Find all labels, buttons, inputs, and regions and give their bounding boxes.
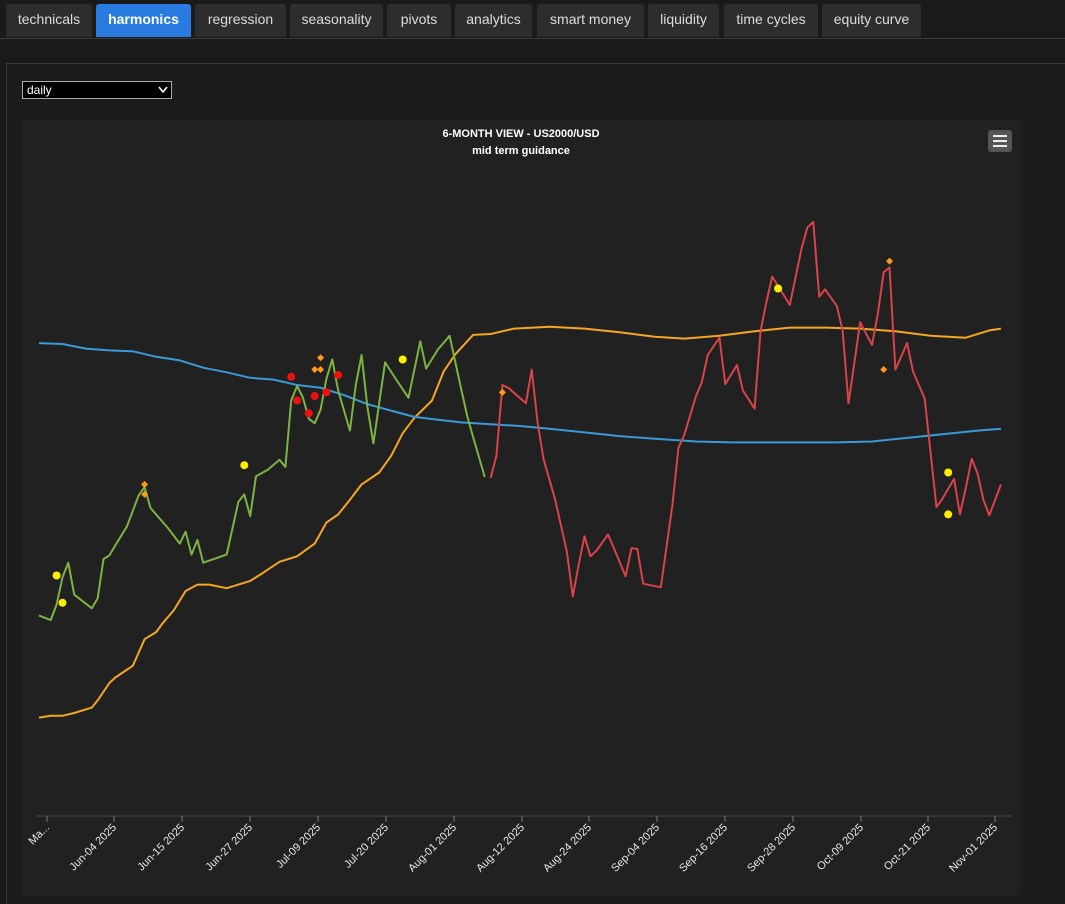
price-line-green — [38, 334, 486, 622]
orange-diamond-marker — [317, 354, 325, 362]
orange-diamond-marker — [317, 366, 325, 374]
x-tick-label: Jul-20 2025 — [342, 822, 391, 871]
x-tick-label: Aug-01 2025 — [406, 822, 459, 875]
tab-analytics[interactable]: analytics — [455, 4, 532, 37]
tab-harmonics[interactable]: harmonics — [96, 4, 191, 37]
x-tick-label: Ma... — [26, 822, 52, 848]
yellow-dot-marker — [52, 571, 61, 580]
tab-regression[interactable]: regression — [195, 4, 286, 37]
x-tick-label: Jun-04 2025 — [67, 822, 119, 874]
x-tick-label: Nov-01 2025 — [947, 822, 1000, 875]
orange-diamond-marker — [886, 257, 894, 265]
red-dot-marker — [287, 372, 296, 381]
tab-smart-money[interactable]: smart money — [537, 4, 644, 37]
yellow-dot-marker — [58, 598, 67, 607]
orange-diamond-marker — [141, 490, 149, 498]
timeframe-select-value: daily — [27, 83, 52, 97]
red-dot-marker — [310, 392, 319, 400]
price-line-red — [489, 221, 1002, 598]
orange-diamond-marker — [141, 480, 149, 488]
yellow-dot-marker — [240, 461, 249, 470]
x-tick-label: Oct-21 2025 — [882, 822, 933, 873]
moving-average-orange — [38, 325, 1002, 719]
chevron-down-icon — [158, 86, 168, 94]
red-dot-marker — [293, 396, 302, 405]
orange-diamond-marker — [880, 366, 888, 374]
red-dot-marker — [322, 388, 331, 397]
yellow-dot-marker — [944, 510, 953, 519]
tab-bar: technicals harmonics regression seasonal… — [0, 0, 1065, 39]
x-tick-label: Jun-15 2025 — [135, 822, 187, 874]
chart-subtitle: mid term guidance — [472, 145, 570, 157]
x-tick-label: Jun-27 2025 — [203, 822, 255, 874]
tab-pivots[interactable]: pivots — [387, 4, 451, 37]
x-tick-label: Sep-04 2025 — [609, 822, 662, 875]
x-tick-label: Sep-28 2025 — [745, 822, 798, 875]
x-tick-label: Aug-12 2025 — [474, 822, 527, 875]
tab-technicals[interactable]: technicals — [6, 4, 92, 37]
tab-time-cycles[interactable]: time cycles — [724, 4, 818, 37]
timeframe-select[interactable]: daily — [22, 81, 172, 99]
orange-diamond-marker — [311, 366, 319, 374]
x-tick-label: Sep-16 2025 — [677, 822, 730, 875]
hamburger-icon — [993, 135, 1007, 137]
tab-seasonality[interactable]: seasonality — [290, 4, 383, 37]
yellow-dot-marker — [944, 468, 953, 477]
x-tick-label: Aug-24 2025 — [541, 822, 594, 875]
moving-average-blue — [38, 342, 1002, 444]
hamburger-icon-bar — [993, 140, 1007, 142]
chart-menu-button[interactable] — [988, 130, 1012, 152]
x-tick-label: Jul-09 2025 — [274, 822, 323, 871]
chart-title: 6-MONTH VIEW - US2000/USD — [442, 128, 600, 140]
tab-equity-curve[interactable]: equity curve — [822, 4, 921, 37]
chart-plot: Ma... Jun-04 2025 Jun-15 2025 Jun-27 2025 Ju… — [26, 221, 1012, 875]
red-dot-marker — [304, 409, 313, 418]
hamburger-icon-bar — [993, 145, 1007, 147]
tab-liquidity[interactable]: liquidity — [648, 4, 719, 37]
red-dot-marker — [334, 371, 343, 379]
yellow-dot-marker — [398, 355, 407, 364]
yellow-dot-marker — [774, 284, 783, 293]
x-tick-label: Oct-09 2025 — [815, 822, 866, 873]
orange-diamond-marker — [498, 388, 506, 396]
chart-container: 6-MONTH VIEW - US2000/USD mid term guida… — [22, 120, 1020, 895]
